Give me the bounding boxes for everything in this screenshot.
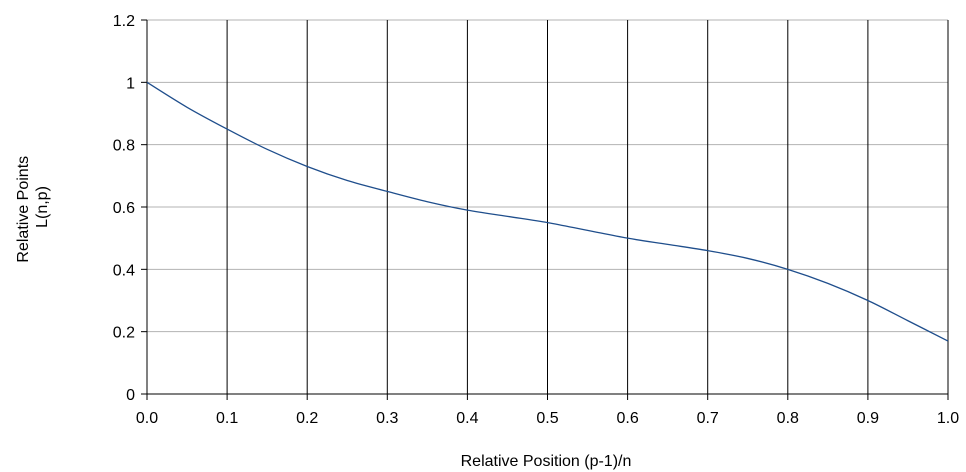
x-axis-title: Relative Position (p-1)/n <box>461 453 632 470</box>
x-tick-label: 0.4 <box>456 410 478 427</box>
y-axis-title-line-1: Relative Points <box>15 156 32 263</box>
x-tick-label: 0.3 <box>376 410 398 427</box>
y-tick-label: 0 <box>126 387 135 404</box>
x-tick-label: 0.8 <box>777 410 799 427</box>
x-tick-label: 0.0 <box>136 410 158 427</box>
x-tick-label: 0.1 <box>216 410 238 427</box>
y-tick-label: 1 <box>126 75 135 92</box>
x-tick-label: 1.0 <box>937 410 959 427</box>
grid <box>147 19 949 394</box>
y-tick-label: 0.2 <box>113 325 135 342</box>
x-tick-label: 0.9 <box>857 410 879 427</box>
series-line <box>146 81 949 342</box>
x-tick-label: 0.7 <box>697 410 719 427</box>
tick-labels: 0 0.2 0.4 0.6 0.8 1 1.2 0.0 0.1 0.2 0.3 0.4 0.5 0.6 0.… <box>113 13 959 427</box>
series-layer <box>146 81 949 342</box>
x-tick-label: 0.5 <box>536 410 558 427</box>
y-axis-title-line-2: L(n,p) <box>34 186 51 228</box>
y-axis-title: Relative Points L(n,p) <box>15 151 51 262</box>
x-tick-label: 0.2 <box>296 410 318 427</box>
y-tick-label: 0.6 <box>113 200 135 217</box>
y-tick-label: 1.2 <box>113 13 135 30</box>
y-tick-label: 0.4 <box>113 262 135 279</box>
y-tick-label: 0.8 <box>113 138 135 155</box>
axes <box>141 19 949 400</box>
x-tick-label: 0.6 <box>616 410 638 427</box>
